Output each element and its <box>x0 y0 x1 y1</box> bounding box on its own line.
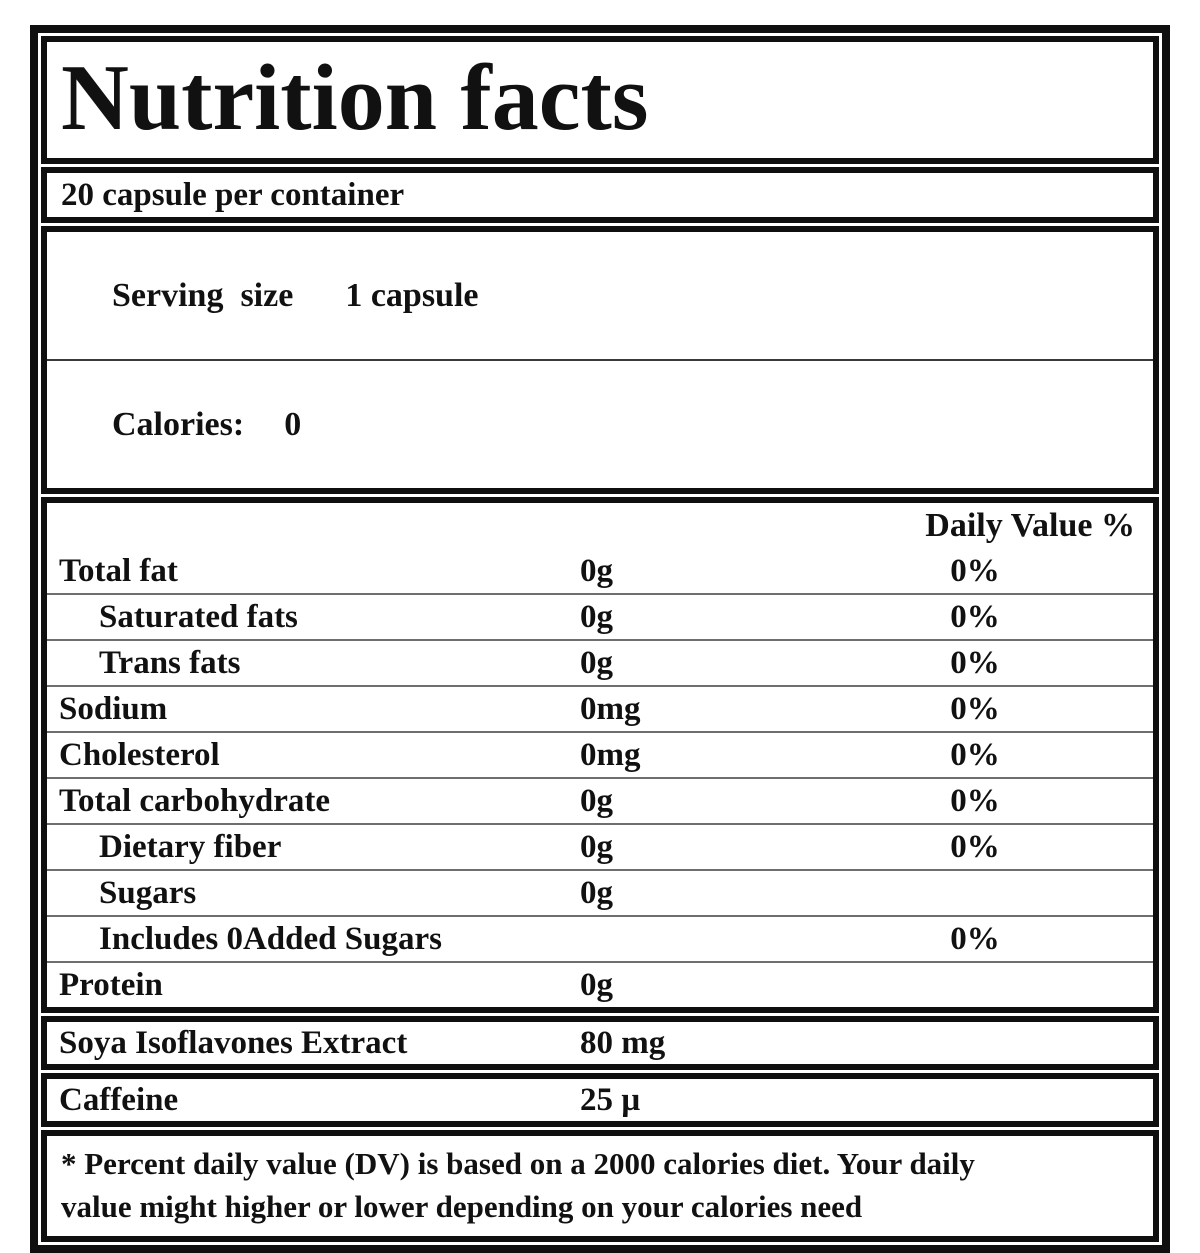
nutrient-amount: 0mg <box>580 737 641 773</box>
nutrient-row: Total carbohydrate 0g 0% <box>47 777 1153 823</box>
calories-row: Calories: 0 <box>47 359 1153 488</box>
nutrient-name: Includes 0Added Sugars <box>99 921 442 957</box>
nutrient-daily-value: 0% <box>950 553 1000 589</box>
nutrient-row: Cholesterol 0mg 0% <box>47 731 1153 777</box>
nutrition-facts-label: Nutrition facts 20 capsule per container… <box>30 25 1170 1253</box>
nutrient-row: Sugars 0g <box>47 869 1153 915</box>
nutrient-row: Total fat 0g 0% <box>47 549 1153 593</box>
serving-size-label: Serving size <box>112 277 294 314</box>
nutrient-amount: 0mg <box>580 691 641 727</box>
nutrient-name: Total carbohydrate <box>59 783 331 819</box>
title-section: Nutrition facts <box>41 36 1159 164</box>
footnote-line-2: value might higher or lower depending on… <box>61 1189 863 1224</box>
container-count-section: 20 capsule per container <box>41 167 1159 223</box>
nutrient-rows: Total fat 0g 0% Saturated fats 0g 0% Trans fat… <box>47 549 1153 1007</box>
nutrient-amount: 0g <box>580 599 613 635</box>
soya-name: Soya Isoflavones Extract <box>59 1025 408 1061</box>
nutrient-table-section: Daily Value % Total fat 0g 0% Saturated fat… <box>41 497 1159 1013</box>
nutrient-name: Saturated fats <box>99 599 298 635</box>
serving-size-value: 1 capsule <box>345 277 479 314</box>
nutrient-name: Cholesterol <box>59 737 220 773</box>
nutrient-daily-value: 0% <box>950 783 1000 819</box>
soya-section: Soya Isoflavones Extract 80 mg <box>41 1016 1159 1070</box>
footnote-line-1: * Percent daily value (DV) is based on a… <box>61 1146 975 1181</box>
label-title: Nutrition facts <box>61 46 649 150</box>
nutrient-amount: 0g <box>580 783 613 819</box>
nutrient-name: Dietary fiber <box>99 829 282 865</box>
caffeine-amount: 25 µ <box>580 1082 641 1118</box>
calories-value: 0 <box>284 406 302 443</box>
nutrient-name: Total fat <box>59 553 178 589</box>
caffeine-section: Caffeine 25 µ <box>41 1073 1159 1127</box>
nutrient-row: Includes 0Added Sugars 0% <box>47 915 1153 961</box>
serving-calories-section: Serving size 1 capsule Calories: 0 <box>41 226 1159 494</box>
footnote-section: * Percent daily value (DV) is based on a… <box>41 1130 1159 1242</box>
nutrient-daily-value: 0% <box>950 737 1000 773</box>
calories-label: Calories: <box>112 406 245 443</box>
nutrient-amount: 0g <box>580 875 613 911</box>
nutrient-amount: 0g <box>580 553 613 589</box>
soya-row: Soya Isoflavones Extract 80 mg <box>47 1022 1153 1064</box>
nutrient-name: Trans fats <box>99 645 241 681</box>
nutrient-row: Saturated fats 0g 0% <box>47 593 1153 639</box>
serving-size-row: Serving size 1 capsule <box>47 232 1153 359</box>
nutrient-daily-value: 0% <box>950 645 1000 681</box>
nutrient-row: Protein 0g <box>47 961 1153 1007</box>
nutrient-amount: 0g <box>580 645 613 681</box>
soya-amount: 80 mg <box>580 1025 666 1061</box>
nutrient-row: Sodium 0mg 0% <box>47 685 1153 731</box>
nutrient-amount: 0g <box>580 967 613 1003</box>
nutrient-daily-value: 0% <box>950 599 1000 635</box>
nutrient-daily-value: 0% <box>950 829 1000 865</box>
caffeine-row: Caffeine 25 µ <box>47 1079 1153 1121</box>
nutrient-name: Sugars <box>99 875 197 911</box>
caffeine-name: Caffeine <box>59 1082 179 1118</box>
nutrient-name: Protein <box>59 967 163 1003</box>
nutrient-name: Sodium <box>59 691 168 727</box>
nutrient-daily-value: 0% <box>950 921 1000 957</box>
container-count-text: 20 capsule per container <box>61 177 405 213</box>
nutrient-daily-value: 0% <box>950 691 1000 727</box>
nutrient-row: Trans fats 0g 0% <box>47 639 1153 685</box>
daily-value-header: Daily Value % <box>925 507 1135 544</box>
nutrient-amount: 0g <box>580 829 613 865</box>
nutrient-row: Dietary fiber 0g 0% <box>47 823 1153 869</box>
